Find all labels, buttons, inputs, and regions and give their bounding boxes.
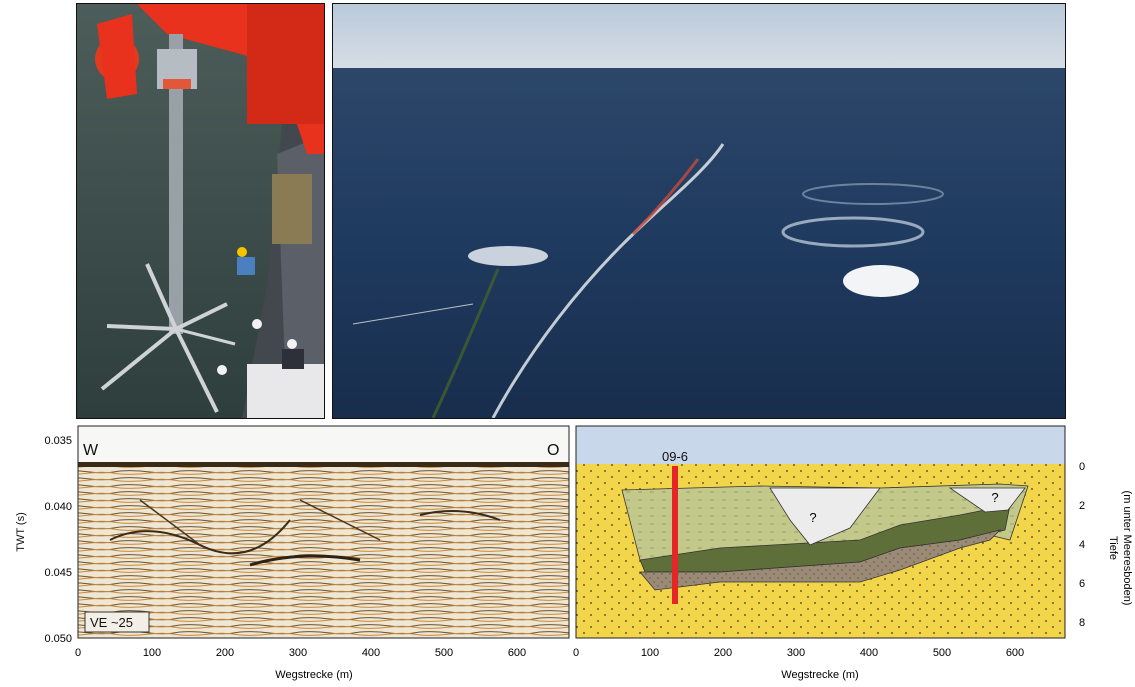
depth-y-tick: 0 — [1079, 461, 1085, 473]
depth-y-tick: 6 — [1079, 578, 1085, 590]
seismic-x-tick: 200 — [216, 647, 234, 659]
interp-x-tick: 600 — [1006, 647, 1024, 659]
unknown-marker: ? — [991, 490, 998, 505]
core-marker — [672, 466, 678, 604]
depth-y-axis-subtitle: (m unter Meeresboden) — [1121, 491, 1133, 606]
interp-x-tick: 400 — [860, 647, 878, 659]
streamer-sea-photo — [332, 3, 1066, 419]
seismic-y-tick: 0.035 — [44, 435, 72, 447]
seismic-y-tick: 0.045 — [44, 567, 72, 579]
seismic-x-tick: 0 — [75, 647, 81, 659]
depth-y-axis-title: Tiefe — [1107, 536, 1119, 560]
interp-x-tick: 200 — [714, 647, 732, 659]
seismic-x-axis-title: Wegstrecke (m) — [275, 669, 352, 681]
water-layer — [576, 426, 1065, 466]
seismic-x-tick: 400 — [362, 647, 380, 659]
seismic-y-tick: 0.050 — [44, 633, 72, 645]
interp-x-tick: 0 — [573, 647, 579, 659]
seismic-y-axis-title: TWT (s) — [15, 512, 27, 552]
unknown-lens — [769, 487, 881, 546]
interp-x-tick: 500 — [933, 647, 951, 659]
seismic-panel: W O VE ~25 TWT (s) 0.035 0.040 0.045 0.0… — [15, 425, 570, 681]
depth-y-tick: 2 — [1079, 500, 1085, 512]
seismic-x-tick: 500 — [435, 647, 453, 659]
ve-label-box — [84, 611, 150, 633]
seismic-x-tick: 300 — [289, 647, 307, 659]
interpretation-panel: ? ? 09-6 0 2 4 6 8 Tiefe (m unter Meeres… — [573, 425, 1133, 681]
seismic-corner-left: W — [83, 442, 99, 459]
unknown-lens — [948, 487, 1026, 513]
interp-x-axis-title: Wegstrecke (m) — [781, 669, 858, 681]
ve-label: VE ~25 — [90, 615, 133, 630]
vibrocorer-photo — [76, 3, 325, 419]
interp-x-tick: 100 — [641, 647, 659, 659]
unknown-marker: ? — [809, 510, 816, 525]
core-label: 09-6 — [662, 449, 688, 464]
channel-fill-brown — [639, 529, 1002, 591]
seismic-y-tick: 0.040 — [44, 501, 72, 513]
seismic-corner-right: O — [547, 442, 559, 459]
interp-x-tick: 300 — [787, 647, 805, 659]
depth-y-tick: 4 — [1079, 539, 1085, 551]
depth-y-tick: 8 — [1079, 617, 1085, 629]
seismic-x-tick: 600 — [508, 647, 526, 659]
seismic-x-tick: 100 — [143, 647, 161, 659]
